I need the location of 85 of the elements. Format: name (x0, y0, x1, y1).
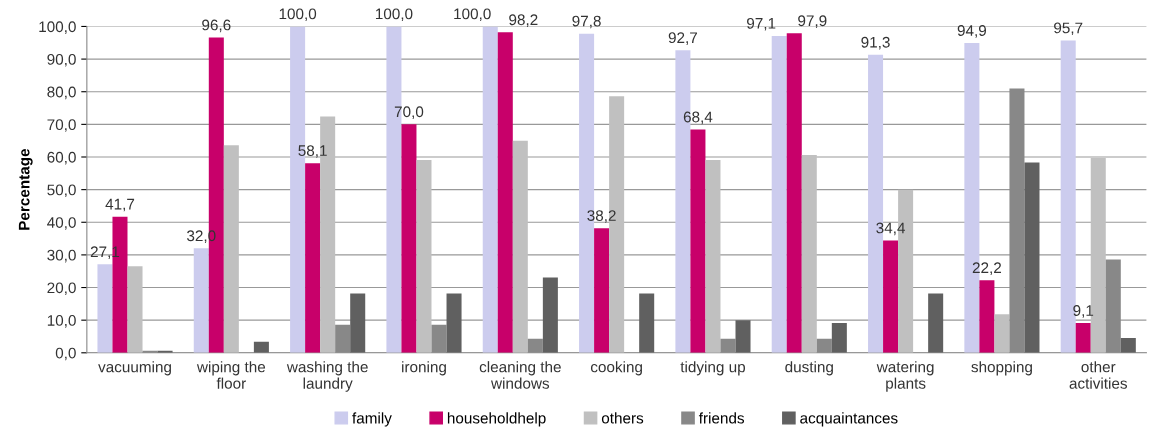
bar (401, 124, 417, 353)
data-label: 38,2 (587, 210, 616, 223)
y-tick-label: 70,0 (47, 119, 76, 132)
bar (690, 129, 706, 353)
bar (527, 338, 543, 353)
y-tick-label: 10,0 (47, 315, 76, 328)
bar (1009, 88, 1025, 353)
legend-label: family (352, 412, 392, 427)
x-tick-label: tidying up (680, 361, 746, 376)
y-tick-label: 80,0 (47, 86, 76, 100)
data-label: 95,7 (1054, 22, 1083, 36)
bar (1075, 323, 1091, 353)
y-tick-label: 60,0 (47, 151, 76, 165)
data-label: 97,8 (572, 15, 601, 29)
data-label: 34,4 (876, 222, 905, 236)
bar (193, 248, 209, 353)
y-tick-label: 90,0 (47, 53, 76, 67)
y-tick-label: 40,0 (47, 217, 76, 230)
y-tick-label: 50,0 (47, 184, 76, 198)
x-tick-label: cleaning the windows (479, 361, 561, 389)
bar (994, 314, 1010, 353)
data-label: 91,3 (861, 36, 890, 50)
bar (350, 293, 366, 353)
data-label: 92,7 (668, 32, 698, 45)
bar (1120, 338, 1136, 353)
bar (497, 32, 513, 353)
data-label: 100,0 (279, 8, 317, 22)
y-tick-label: 100,0 (39, 21, 76, 34)
x-tick-label: ironing (402, 361, 446, 376)
bar (979, 280, 995, 353)
bar (801, 155, 817, 353)
bar (305, 163, 321, 353)
y-axis-title: Percentage (18, 148, 33, 230)
x-tick-label: cooking (590, 361, 642, 376)
bar (786, 33, 802, 353)
legend-label: friends (698, 412, 745, 424)
y-tick-label: 20,0 (47, 282, 76, 296)
bar (771, 35, 787, 353)
bar (705, 159, 721, 353)
bar (542, 277, 558, 353)
bar (1105, 259, 1121, 353)
y-tick-label: 0,0 (55, 347, 76, 361)
data-label: 98,2 (509, 14, 538, 27)
bar (446, 293, 462, 353)
bar (335, 324, 351, 353)
data-label: 96,6 (202, 19, 231, 33)
bar (831, 323, 847, 353)
bar (512, 140, 528, 353)
legend-label: householdhelp (447, 412, 546, 427)
legend-label: others (601, 412, 644, 424)
x-tick-label: vacuuming (98, 361, 171, 376)
x-tick-label: washing the laundry (286, 361, 368, 392)
data-label: 58,1 (298, 145, 327, 158)
x-tick-label: other activities (1069, 361, 1127, 389)
y-tick-label: 30,0 (47, 249, 76, 263)
bar (883, 240, 899, 353)
bar (431, 324, 447, 353)
bar (253, 341, 269, 353)
data-label: 94,9 (957, 25, 987, 38)
bar (735, 320, 751, 353)
x-tick-label: dusting (785, 361, 833, 376)
bar (720, 338, 736, 353)
bar (482, 26, 498, 353)
x-tick-label: wiping the floor (196, 361, 266, 389)
data-label: 97,1 (747, 17, 776, 31)
bar (594, 228, 610, 353)
data-label: 100,0 (454, 8, 491, 22)
data-label: 41,7 (105, 198, 135, 212)
bar (928, 293, 944, 353)
bar (97, 264, 113, 353)
bar (1024, 162, 1040, 353)
data-label: 22,2 (972, 262, 1002, 275)
bar (639, 293, 655, 353)
data-label: 70,0 (394, 106, 424, 119)
bar (223, 145, 239, 353)
legend-label: acquaintances (800, 412, 898, 427)
data-label: 9,1 (1073, 305, 1094, 318)
x-tick-label: shopping (971, 361, 1032, 376)
bar (127, 266, 143, 353)
data-label: 97,9 (798, 15, 827, 28)
bar (816, 338, 832, 353)
bar (416, 159, 432, 353)
data-label: 68,4 (683, 111, 713, 125)
x-tick-label: watering plants (876, 361, 934, 392)
data-label: 100,0 (375, 8, 413, 22)
